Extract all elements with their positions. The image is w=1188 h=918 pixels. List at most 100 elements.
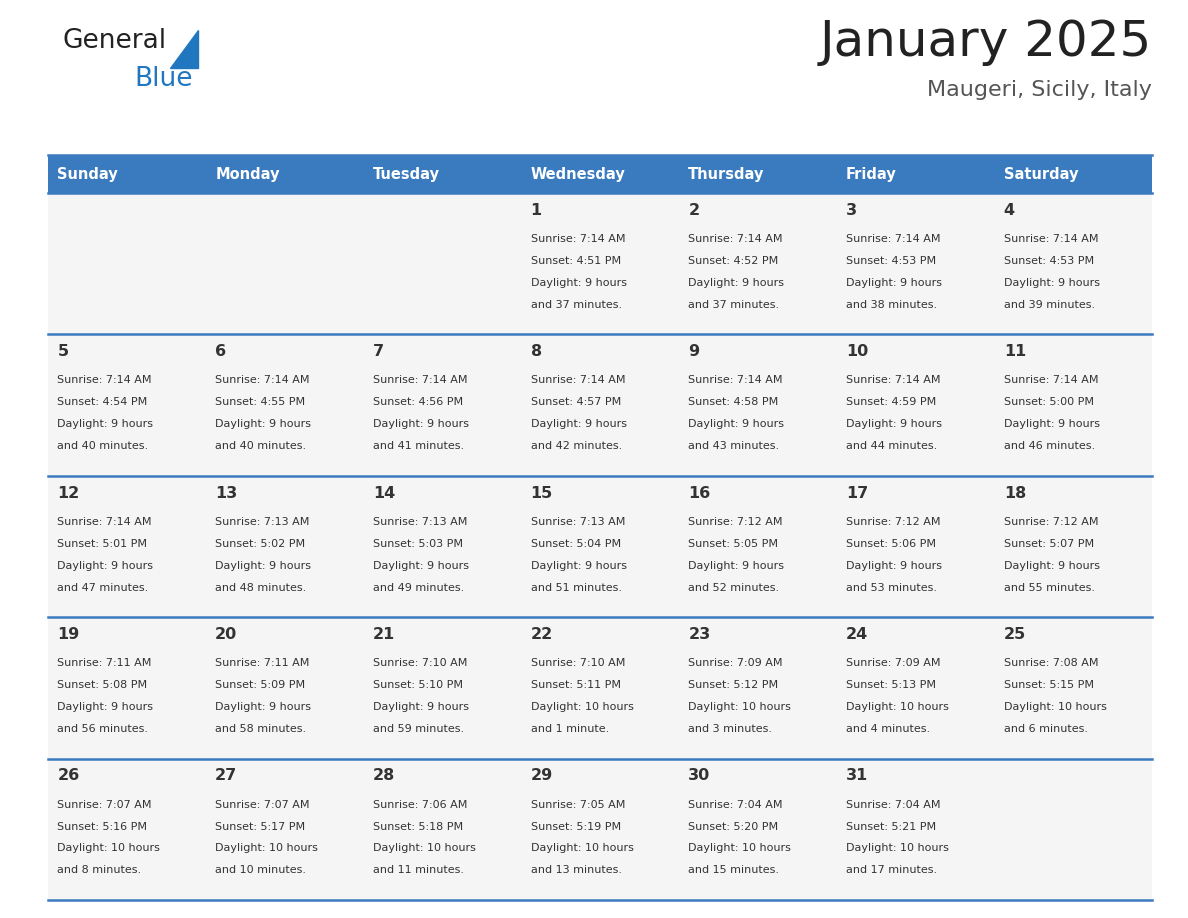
- Text: Daylight: 10 hours: Daylight: 10 hours: [215, 844, 318, 854]
- Text: Daylight: 10 hours: Daylight: 10 hours: [1004, 702, 1107, 712]
- Text: and 10 minutes.: and 10 minutes.: [215, 866, 307, 876]
- Text: and 15 minutes.: and 15 minutes.: [688, 866, 779, 876]
- Text: Sunset: 4:58 PM: Sunset: 4:58 PM: [688, 397, 778, 408]
- Bar: [364, 155, 522, 193]
- Text: and 44 minutes.: and 44 minutes.: [846, 442, 937, 451]
- Text: and 11 minutes.: and 11 minutes.: [373, 866, 463, 876]
- Text: 12: 12: [57, 486, 80, 500]
- Text: 15: 15: [531, 486, 552, 500]
- Text: Daylight: 9 hours: Daylight: 9 hours: [688, 561, 784, 571]
- Text: and 40 minutes.: and 40 minutes.: [215, 442, 307, 451]
- Text: Sunset: 5:08 PM: Sunset: 5:08 PM: [57, 680, 147, 690]
- Text: Sunset: 4:52 PM: Sunset: 4:52 PM: [688, 256, 778, 266]
- Text: Daylight: 9 hours: Daylight: 9 hours: [215, 702, 311, 712]
- Bar: [994, 476, 1152, 617]
- Text: Sunset: 4:57 PM: Sunset: 4:57 PM: [531, 397, 621, 408]
- Text: Daylight: 9 hours: Daylight: 9 hours: [57, 420, 153, 430]
- Bar: [48, 155, 206, 193]
- Text: Sunrise: 7:05 AM: Sunrise: 7:05 AM: [531, 800, 625, 810]
- Text: Sunset: 5:06 PM: Sunset: 5:06 PM: [846, 539, 936, 549]
- Bar: [206, 476, 364, 617]
- Text: 28: 28: [373, 768, 396, 783]
- Text: Sunrise: 7:10 AM: Sunrise: 7:10 AM: [531, 658, 625, 668]
- Text: Sunset: 4:59 PM: Sunset: 4:59 PM: [846, 397, 936, 408]
- Bar: [678, 155, 836, 193]
- Text: Sunset: 5:19 PM: Sunset: 5:19 PM: [531, 822, 621, 832]
- Text: 23: 23: [688, 627, 710, 642]
- Bar: [522, 617, 678, 758]
- Text: and 4 minutes.: and 4 minutes.: [846, 724, 930, 734]
- Text: Daylight: 9 hours: Daylight: 9 hours: [688, 278, 784, 288]
- Text: 14: 14: [373, 486, 396, 500]
- Text: Sunset: 5:16 PM: Sunset: 5:16 PM: [57, 822, 147, 832]
- Text: 19: 19: [57, 627, 80, 642]
- Bar: [364, 758, 522, 900]
- Text: 6: 6: [215, 344, 226, 359]
- Text: Daylight: 9 hours: Daylight: 9 hours: [846, 561, 942, 571]
- Bar: [206, 155, 364, 193]
- Bar: [206, 758, 364, 900]
- Text: 9: 9: [688, 344, 700, 359]
- Text: Daylight: 10 hours: Daylight: 10 hours: [688, 844, 791, 854]
- Text: Daylight: 10 hours: Daylight: 10 hours: [373, 844, 475, 854]
- Bar: [364, 193, 522, 334]
- Text: Sunrise: 7:12 AM: Sunrise: 7:12 AM: [1004, 517, 1098, 527]
- Text: Sunrise: 7:08 AM: Sunrise: 7:08 AM: [1004, 658, 1098, 668]
- Text: 13: 13: [215, 486, 238, 500]
- Text: 3: 3: [846, 203, 858, 218]
- Bar: [522, 758, 678, 900]
- Text: and 3 minutes.: and 3 minutes.: [688, 724, 772, 734]
- Text: and 47 minutes.: and 47 minutes.: [57, 583, 148, 592]
- Text: and 52 minutes.: and 52 minutes.: [688, 583, 779, 592]
- Bar: [994, 193, 1152, 334]
- Text: Daylight: 9 hours: Daylight: 9 hours: [531, 420, 626, 430]
- Bar: [836, 193, 994, 334]
- Polygon shape: [170, 30, 198, 68]
- Text: and 46 minutes.: and 46 minutes.: [1004, 442, 1095, 451]
- Bar: [836, 334, 994, 476]
- Text: and 8 minutes.: and 8 minutes.: [57, 866, 141, 876]
- Bar: [522, 193, 678, 334]
- Text: Monday: Monday: [215, 166, 279, 182]
- Text: and 49 minutes.: and 49 minutes.: [373, 583, 465, 592]
- Text: Sunrise: 7:14 AM: Sunrise: 7:14 AM: [688, 234, 783, 244]
- Text: Sunrise: 7:09 AM: Sunrise: 7:09 AM: [688, 658, 783, 668]
- Text: 24: 24: [846, 627, 868, 642]
- Bar: [994, 334, 1152, 476]
- Bar: [48, 617, 206, 758]
- Bar: [994, 617, 1152, 758]
- Text: Daylight: 9 hours: Daylight: 9 hours: [1004, 278, 1100, 288]
- Bar: [48, 476, 206, 617]
- Text: 16: 16: [688, 486, 710, 500]
- Text: Sunset: 5:10 PM: Sunset: 5:10 PM: [373, 680, 463, 690]
- Text: Sunrise: 7:04 AM: Sunrise: 7:04 AM: [846, 800, 941, 810]
- Text: and 53 minutes.: and 53 minutes.: [846, 583, 937, 592]
- Bar: [48, 193, 206, 334]
- Text: Sunset: 5:17 PM: Sunset: 5:17 PM: [215, 822, 305, 832]
- Text: Daylight: 9 hours: Daylight: 9 hours: [846, 420, 942, 430]
- Text: Sunset: 5:11 PM: Sunset: 5:11 PM: [531, 680, 620, 690]
- Text: Daylight: 9 hours: Daylight: 9 hours: [57, 561, 153, 571]
- Text: Daylight: 9 hours: Daylight: 9 hours: [688, 420, 784, 430]
- Text: Sunrise: 7:11 AM: Sunrise: 7:11 AM: [215, 658, 310, 668]
- Text: 1: 1: [531, 203, 542, 218]
- Text: Daylight: 9 hours: Daylight: 9 hours: [373, 420, 469, 430]
- Bar: [364, 476, 522, 617]
- Bar: [678, 758, 836, 900]
- Text: and 38 minutes.: and 38 minutes.: [846, 300, 937, 309]
- Text: Daylight: 9 hours: Daylight: 9 hours: [215, 561, 311, 571]
- Text: Sunrise: 7:07 AM: Sunrise: 7:07 AM: [215, 800, 310, 810]
- Text: Sunset: 5:01 PM: Sunset: 5:01 PM: [57, 539, 147, 549]
- Text: and 37 minutes.: and 37 minutes.: [531, 300, 621, 309]
- Text: Sunset: 4:54 PM: Sunset: 4:54 PM: [57, 397, 147, 408]
- Text: 26: 26: [57, 768, 80, 783]
- Bar: [522, 334, 678, 476]
- Text: Sunset: 4:55 PM: Sunset: 4:55 PM: [215, 397, 305, 408]
- Text: Sunrise: 7:14 AM: Sunrise: 7:14 AM: [846, 375, 941, 386]
- Text: Sunrise: 7:14 AM: Sunrise: 7:14 AM: [1004, 234, 1098, 244]
- Bar: [678, 617, 836, 758]
- Text: 29: 29: [531, 768, 552, 783]
- Text: Daylight: 9 hours: Daylight: 9 hours: [846, 278, 942, 288]
- Text: 5: 5: [57, 344, 69, 359]
- Text: 31: 31: [846, 768, 868, 783]
